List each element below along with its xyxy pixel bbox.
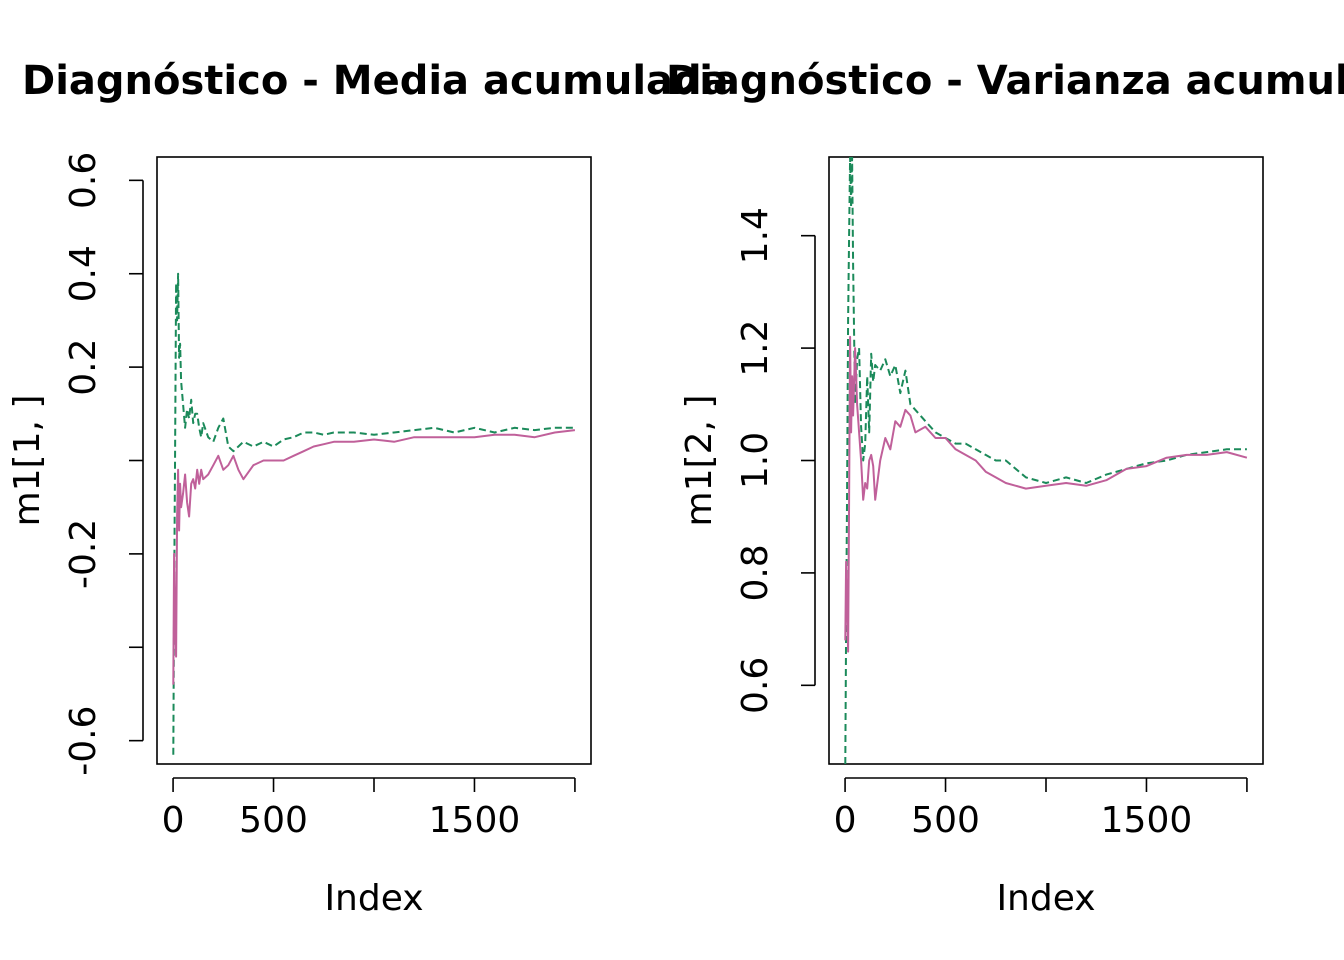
- series-line-1: [844, 157, 1247, 764]
- x-tick-label: 0: [162, 800, 185, 841]
- y-tick-label: 0.2: [63, 338, 104, 395]
- x-tick-label: 1500: [1101, 800, 1193, 841]
- x-tick-label: 500: [239, 800, 308, 841]
- series-group: [172, 272, 576, 755]
- series-line-2: [844, 335, 1248, 653]
- y-tick-label: 0.6: [735, 657, 776, 714]
- chart-panel-1: Diagnóstico - Media acumulada 0 500 1500Ind…: [7, 58, 729, 919]
- chart-title: Diagnóstico - Varianza acumulada: [666, 58, 1344, 104]
- x-tick-label: 500: [911, 800, 980, 841]
- x-axis-label: Index: [996, 878, 1095, 919]
- x-axis-label: Index: [324, 878, 423, 919]
- y-tick-label: 0.4: [63, 245, 104, 302]
- chart-title: Diagnóstico - Media acumulada: [22, 58, 729, 104]
- y-tick-label: 1.4: [735, 207, 776, 264]
- y-axis-label: m1[1, ]: [7, 395, 48, 527]
- chart-panel-2: Diagnóstico - Varianza acumulada 0 500 1500…: [666, 58, 1344, 919]
- x-tick-label: 0: [834, 800, 857, 841]
- series-line-2: [172, 429, 576, 685]
- y-tick-label: -0.2: [63, 519, 104, 589]
- plot-frame: [828, 156, 1264, 765]
- x-tick-label: 1500: [429, 800, 521, 841]
- y-tick-label: 0.8: [735, 544, 776, 601]
- y-tick-label: -0.6: [63, 706, 104, 776]
- plot-frame: [156, 156, 592, 765]
- y-tick-label: 1.0: [735, 432, 776, 489]
- series-group: [844, 157, 1248, 764]
- y-tick-label: 1.2: [735, 319, 776, 376]
- y-axis-label: m1[2, ]: [679, 395, 720, 527]
- y-tick-label: 0.6: [63, 152, 104, 209]
